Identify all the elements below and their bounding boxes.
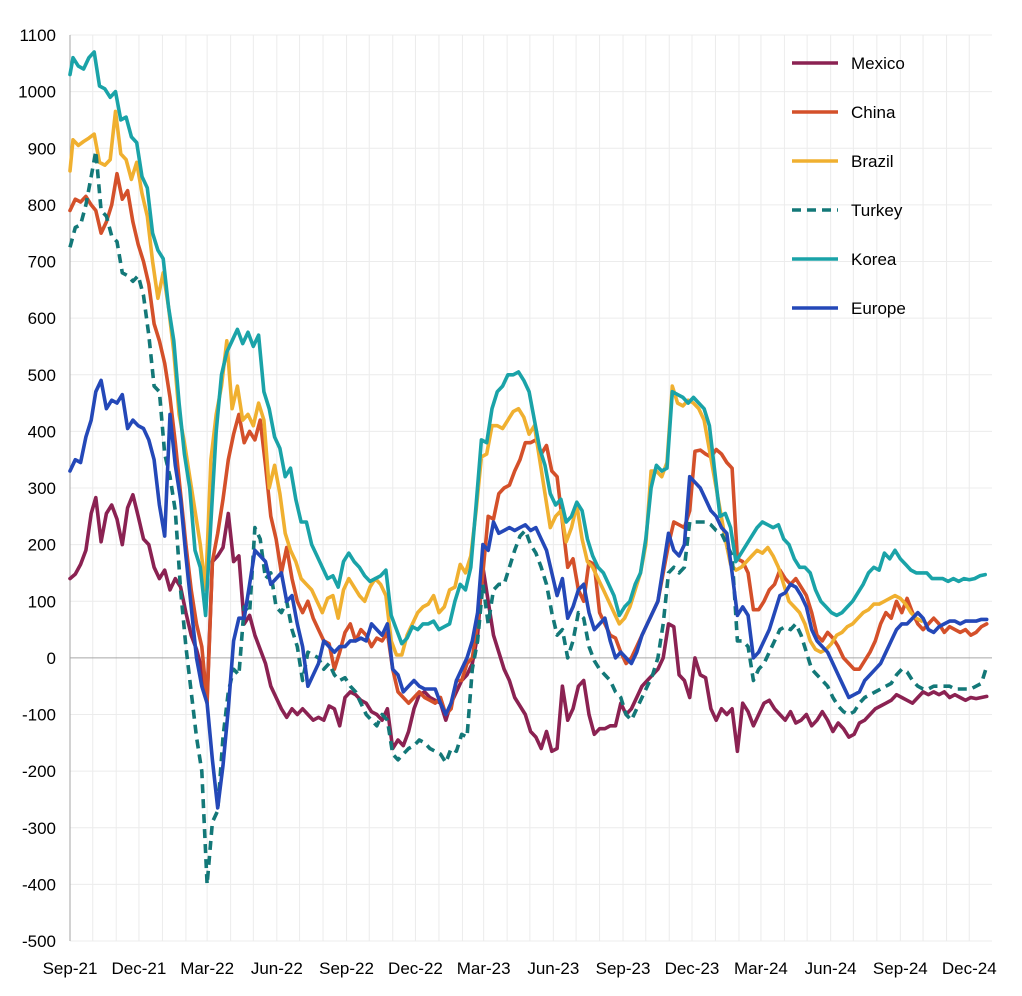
y-tick-label: 100 xyxy=(28,592,56,611)
y-tick-label: 1000 xyxy=(18,83,56,102)
x-tick-label: Mar-24 xyxy=(734,959,788,978)
legend-label-turkey: Turkey xyxy=(851,201,903,220)
series-line-europe xyxy=(68,378,989,810)
x-tick-label: Mar-23 xyxy=(457,959,511,978)
grid-layer xyxy=(70,34,992,942)
y-tick-label: 500 xyxy=(28,366,56,385)
series-line-korea xyxy=(68,50,987,646)
x-tick-label: Jun-24 xyxy=(805,959,857,978)
legend-label-china: China xyxy=(851,103,896,122)
y-tick-label: -400 xyxy=(22,875,56,894)
y-tick-label: -200 xyxy=(22,762,56,781)
y-tick-label: 700 xyxy=(28,253,56,272)
series-line-brazil xyxy=(68,109,924,657)
y-tick-label: 200 xyxy=(28,536,56,555)
y-tick-label: 900 xyxy=(28,139,56,158)
y-tick-label: -500 xyxy=(22,932,56,951)
x-tick-label: Sep-21 xyxy=(43,959,98,978)
y-tick-label: 800 xyxy=(28,196,56,215)
legend-label-korea: Korea xyxy=(851,250,897,269)
legend-label-europe: Europe xyxy=(851,299,906,318)
x-tick-label: Dec-23 xyxy=(665,959,720,978)
series-layer xyxy=(68,50,989,887)
x-tick-label: Sep-24 xyxy=(873,959,928,978)
series-line-turkey xyxy=(68,149,989,887)
y-tick-label: 600 xyxy=(28,309,56,328)
x-tick-label: Jun-23 xyxy=(527,959,579,978)
x-tick-label: Mar-22 xyxy=(180,959,234,978)
x-tick-label: Dec-22 xyxy=(388,959,443,978)
x-tick-label: Dec-21 xyxy=(112,959,167,978)
axis-layer: 110010009008007006005004003002001000-100… xyxy=(18,26,997,978)
y-tick-label: -300 xyxy=(22,819,56,838)
legend-label-brazil: Brazil xyxy=(851,152,894,171)
series-line-mexico xyxy=(68,493,989,754)
y-tick-label: 300 xyxy=(28,479,56,498)
x-tick-label: Sep-23 xyxy=(596,959,651,978)
y-tick-label: 0 xyxy=(47,649,56,668)
x-tick-label: Sep-22 xyxy=(319,959,374,978)
legend: Mexico China Brazil Turkey Korea Europe xyxy=(792,54,906,318)
y-tick-label: -100 xyxy=(22,706,56,725)
y-tick-label: 400 xyxy=(28,422,56,441)
x-tick-label: Dec-24 xyxy=(942,959,997,978)
y-tick-label: 1100 xyxy=(19,26,56,45)
legend-label-mexico: Mexico xyxy=(851,54,905,73)
x-tick-label: Jun-22 xyxy=(251,959,303,978)
